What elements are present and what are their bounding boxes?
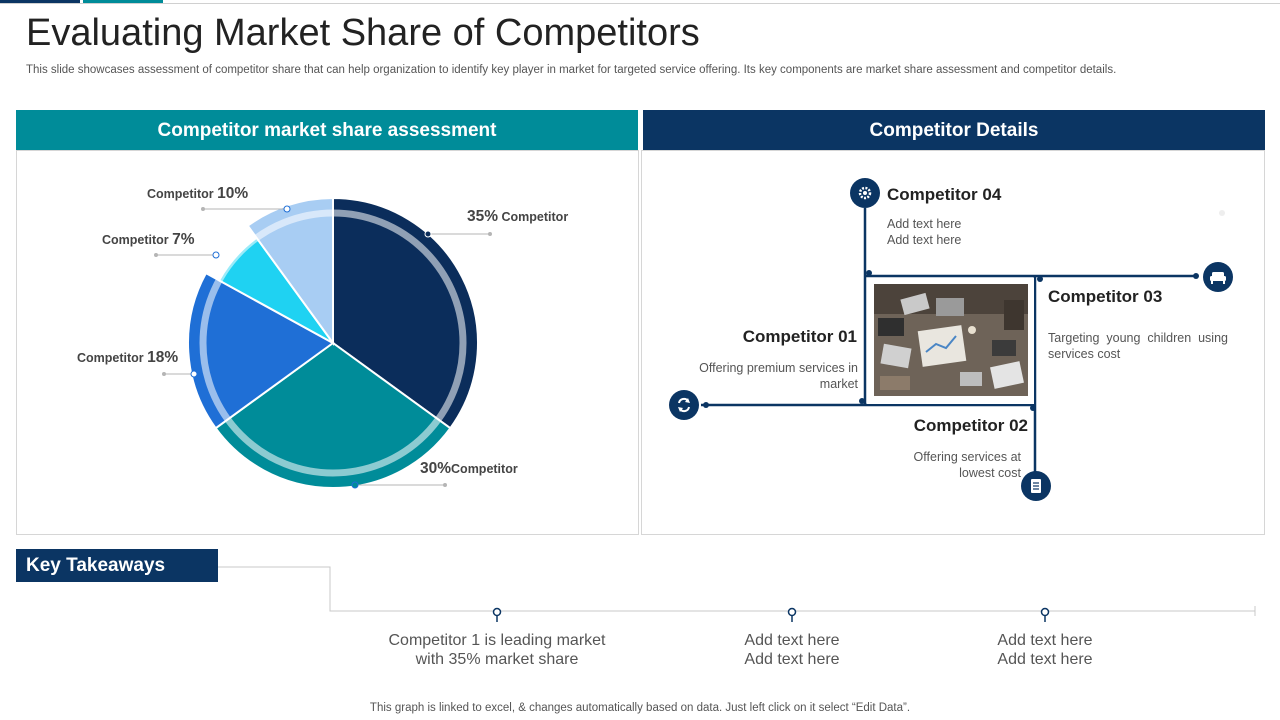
pie-label-name: Competitor bbox=[102, 233, 169, 247]
pie-label-30: 30%Competitor bbox=[420, 460, 518, 478]
refresh-icon bbox=[669, 390, 699, 420]
timeline-pin bbox=[492, 607, 502, 622]
decorative-dot bbox=[1219, 210, 1225, 216]
page-subtitle: This slide showcases assessment of compe… bbox=[26, 64, 1117, 76]
competitor-04-line1: Add text here bbox=[887, 217, 962, 231]
pie-label-35: 35% Competitor bbox=[467, 208, 568, 226]
pie-label-pct: 7% bbox=[172, 231, 195, 248]
competitor-03-text: Targeting young children using services … bbox=[1048, 331, 1228, 361]
market-share-header-label: Competitor market share assessment bbox=[157, 119, 497, 141]
takeaway-line2: Add text here bbox=[997, 651, 1093, 668]
takeaway-line1: Add text here bbox=[744, 632, 840, 649]
pie-label-name: Competitor bbox=[501, 210, 569, 224]
pie-label-18: Competitor 18% bbox=[77, 349, 178, 367]
competitor-02-text: Offering services at lowest cost bbox=[913, 450, 1021, 480]
takeaway-item: Competitor 1 is leading market with 35% … bbox=[367, 631, 627, 669]
pie-label-7: Competitor 7% bbox=[102, 231, 195, 249]
takeaway-line2: Add text here bbox=[744, 651, 840, 668]
top-accent-teal bbox=[83, 0, 163, 4]
pie-label-pct: 30% bbox=[420, 460, 452, 477]
pie-label-name: Competitor bbox=[77, 351, 144, 365]
pie-label-name: Competitor bbox=[147, 187, 214, 201]
competitor-04-title: Competitor 04 bbox=[887, 185, 1002, 204]
key-takeaways-header: Key Takeaways bbox=[16, 549, 218, 582]
pie-label-pct: 10% bbox=[217, 185, 249, 202]
takeaway-line1: Add text here bbox=[997, 632, 1093, 649]
top-divider bbox=[0, 3, 1280, 4]
pie-label-name: Competitor bbox=[451, 462, 518, 476]
competitor-01-text: Offering premium services in market bbox=[699, 361, 858, 391]
takeaway-line1: Competitor 1 is leading market bbox=[388, 632, 606, 649]
competitor-03-title: Competitor 03 bbox=[1048, 287, 1163, 306]
competitor-04-line2: Add text here bbox=[887, 233, 962, 247]
footer-note: This graph is linked to excel, & changes… bbox=[369, 702, 911, 714]
market-share-header: Competitor market share assessment bbox=[16, 110, 638, 151]
gear-icon bbox=[850, 178, 880, 208]
pie-label-10: Competitor 10% bbox=[147, 185, 248, 203]
market-share-panel bbox=[16, 150, 639, 535]
competitor-details-panel bbox=[641, 150, 1265, 535]
takeaway-item: Add text here Add text here bbox=[692, 631, 892, 669]
takeaway-line2: with 35% market share bbox=[415, 651, 579, 668]
pie-label-pct: 35% bbox=[467, 208, 499, 225]
competitor-details-header: Competitor Details bbox=[643, 110, 1265, 151]
timeline-pin bbox=[1040, 607, 1050, 622]
pie-label-pct: 18% bbox=[147, 349, 179, 366]
competitor-04-text: Add text here Add text here bbox=[887, 216, 1037, 248]
page-title: Evaluating Market Share of Competitors bbox=[26, 12, 700, 54]
competitor-02-title: Competitor 02 bbox=[913, 416, 1028, 435]
competitor-details-header-label: Competitor Details bbox=[869, 119, 1039, 141]
document-icon bbox=[1021, 471, 1051, 501]
takeaway-item: Add text here Add text here bbox=[945, 631, 1145, 669]
top-accent-navy bbox=[0, 0, 80, 4]
competitor-01-title: Competitor 01 bbox=[742, 327, 857, 346]
timeline-pin bbox=[787, 607, 797, 622]
sofa-icon bbox=[1203, 262, 1233, 292]
